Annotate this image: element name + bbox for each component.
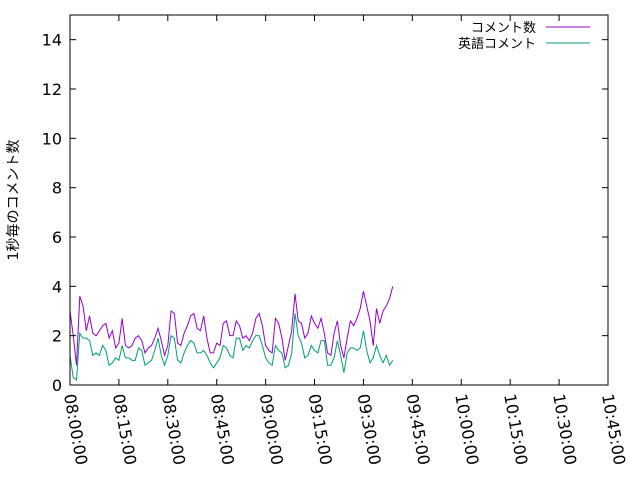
plot-frame <box>69 14 609 386</box>
legend-label: コメント数 <box>471 21 536 36</box>
y-tick-label: 14 <box>42 31 62 50</box>
y-tick-label: 12 <box>42 80 62 99</box>
y-tick-label: 4 <box>52 277 62 296</box>
y-tick-label: 0 <box>52 376 62 395</box>
y-tick-label: 10 <box>42 129 62 148</box>
series-line-1 <box>69 286 394 366</box>
y-axis-label: 1秒毎のコメント数 <box>6 140 22 261</box>
y-tick-label: 8 <box>52 179 62 198</box>
series-line-2 <box>69 313 394 382</box>
y-tick-label: 2 <box>52 327 62 346</box>
y-tick-label: 6 <box>52 228 62 247</box>
legend-label: 英語コメント <box>458 36 536 52</box>
plot-area <box>69 286 394 382</box>
